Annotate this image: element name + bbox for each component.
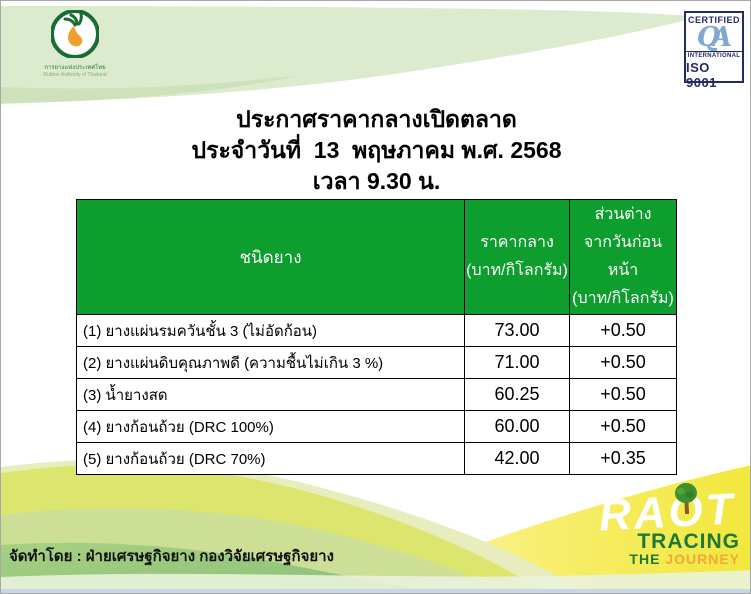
qa-logo-icon: QA — [696, 22, 733, 53]
raot-letter-t: T — [704, 484, 738, 535]
raot-emblem-icon — [50, 9, 100, 59]
rubber-type-cell: (1) ยางแผ่นรมควันชั้น 3 (ไม่อัดก้อน) — [76, 314, 465, 347]
table-row: (4) ยางก้อนถ้วย (DRC 100%) 60.00 +0.50 — [76, 410, 677, 443]
org-name-english: Rubber Authority of Thailand — [43, 72, 107, 78]
header-central-price: ราคากลาง (บาท/กิโลกรัม) — [464, 199, 570, 315]
raot-letters-ra: RA — [598, 487, 671, 541]
table-header-row: ชนิดยาง ราคากลาง (บาท/กิโลกรัม) ส่วนต่าง… — [76, 199, 677, 315]
iso-9001-label: ISO 9001 — [686, 60, 717, 90]
rubber-type-cell: (3) น้ำยางสด — [76, 378, 465, 411]
diff-cell: +0.50 — [569, 378, 677, 411]
rubber-type-cell: (4) ยางก้อนถ้วย (DRC 100%) — [76, 410, 465, 443]
table-row: (2) ยางแผ่นดิบคุณภาพดี (ความชื้นไม่เกิน … — [76, 346, 677, 379]
raot-wordmark: RAO T — [598, 482, 738, 541]
title-line-2: ประจำวันที่ 13 พฤษภาคม พ.ศ. 2568 — [191, 137, 562, 163]
header-price-difference: ส่วนต่าง จากวันก่อนหน้า (บาท/กิโลกรัม) — [569, 199, 677, 315]
price-cell: 60.25 — [464, 378, 570, 411]
header-rubber-type: ชนิดยาง — [76, 199, 465, 315]
price-cell: 73.00 — [464, 314, 570, 347]
the-label: THE — [629, 551, 661, 567]
journey-label: JOURNEY — [660, 551, 740, 567]
tree-icon — [675, 482, 698, 515]
diff-cell: +0.50 — [569, 410, 677, 443]
price-cell: 42.00 — [464, 442, 570, 475]
table-row: (1) ยางแผ่นรมควันชั้น 3 (ไม่อัดก้อน) 73.… — [76, 314, 677, 347]
tracing-label: TRACING — [637, 530, 740, 553]
raot-letter-o: O — [668, 482, 707, 537]
rubber-type-cell: (5) ยางก้อนถ้วย (DRC 70%) — [76, 442, 465, 475]
price-cell: 60.00 — [464, 410, 570, 443]
rubber-type-cell: (2) ยางแผ่นดิบคุณภาพดี (ความชื้นไม่เกิน … — [76, 346, 465, 379]
table-row: (5) ยางก้อนถ้วย (DRC 70%) 42.00 +0.35 — [76, 442, 677, 475]
title-line-1: ประกาศราคากลางเปิดตลาด — [236, 106, 517, 132]
raot-journey-logo: RAO T TRACING THE JOURNEY — [598, 482, 740, 567]
the-journey-label: THE JOURNEY — [599, 552, 740, 567]
title-line-3: เวลา 9.30 น. — [312, 168, 441, 194]
org-name-thai: การยางแห่งประเทศไทย — [44, 65, 106, 71]
diff-cell: +0.50 — [569, 346, 677, 379]
raot-org-logo: การยางแห่งประเทศไทย Rubber Authority of … — [25, 9, 125, 78]
announcement-title-block: ประกาศราคากลางเปิดตลาด ประจำวันที่ 13 พฤ… — [1, 104, 750, 197]
iso-certified-label: CERTIFIED — [687, 15, 740, 25]
iso-9001-badge: CERTIFIED QA INTERNATIONAL ISO 9001 — [684, 11, 744, 90]
iso-international-label: INTERNATIONAL — [686, 51, 742, 59]
diff-cell: +0.50 — [569, 314, 677, 347]
price-cell: 71.00 — [464, 346, 570, 379]
prepared-by-text: จัดทำโดย : ฝ่ายเศรษฐกิจยาง กองวิจัยเศรษฐ… — [9, 548, 334, 565]
diff-cell: +0.35 — [569, 442, 677, 475]
table-row: (3) น้ำยางสด 60.25 +0.50 — [76, 378, 677, 411]
rubber-price-table: ชนิดยาง ราคากลาง (บาท/กิโลกรัม) ส่วนต่าง… — [76, 199, 677, 475]
